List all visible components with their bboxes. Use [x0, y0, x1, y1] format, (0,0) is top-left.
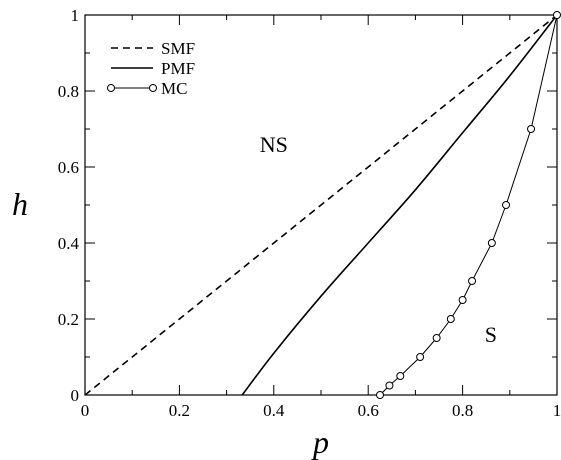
mc-series-line — [379, 14, 558, 396]
mc-data-point — [458, 296, 467, 304]
legend-label-mc: MC — [161, 79, 187, 98]
x-tick-label: 0.6 — [358, 401, 379, 420]
region-label-s: S — [485, 322, 497, 347]
mc-data-point — [487, 239, 496, 247]
region-label-ns: NS — [260, 132, 288, 157]
pmf-series-line — [241, 14, 558, 396]
y-tick-label: 0.8 — [58, 82, 79, 101]
x-tick-label: 0.8 — [452, 401, 473, 420]
y-tick-label: 0 — [71, 386, 80, 405]
y-tick-label: 0.2 — [58, 310, 79, 329]
x-tick-label: 1 — [553, 401, 561, 420]
mc-data-point — [527, 125, 536, 133]
mc-data-point — [468, 277, 477, 285]
x-axis-label: p — [311, 424, 329, 460]
legend-label-smf: SMF — [161, 39, 195, 58]
mc-data-point — [376, 391, 384, 399]
legend-label-pmf: PMF — [161, 59, 195, 78]
x-tick-label: 0 — [81, 401, 90, 420]
y-tick-label: 0.4 — [58, 234, 80, 253]
annotation-layer: NS S — [260, 132, 497, 347]
legend-marker-mc — [107, 84, 115, 92]
mc-data-point — [396, 372, 405, 380]
y-axis-label: h — [12, 186, 28, 222]
x-tick-label: 0.2 — [169, 401, 190, 420]
axis-ticks: 0 0.2 0.4 0.6 0.8 1 0 0.2 0.4 0.6 0.8 1 — [58, 6, 561, 420]
mc-data-point — [416, 353, 425, 361]
y-tick-label: 1 — [71, 6, 80, 25]
mc-data-point — [502, 201, 511, 209]
legend-marker-mc — [149, 84, 157, 92]
series-layer — [84, 11, 561, 399]
mc-data-point — [432, 334, 441, 342]
x-tick-label: 0.4 — [263, 401, 285, 420]
smf-series-line — [84, 14, 558, 396]
mc-data-point — [385, 381, 394, 390]
mc-data-point — [446, 315, 455, 323]
mc-data-point — [553, 11, 561, 19]
y-tick-label: 0.6 — [58, 158, 79, 177]
